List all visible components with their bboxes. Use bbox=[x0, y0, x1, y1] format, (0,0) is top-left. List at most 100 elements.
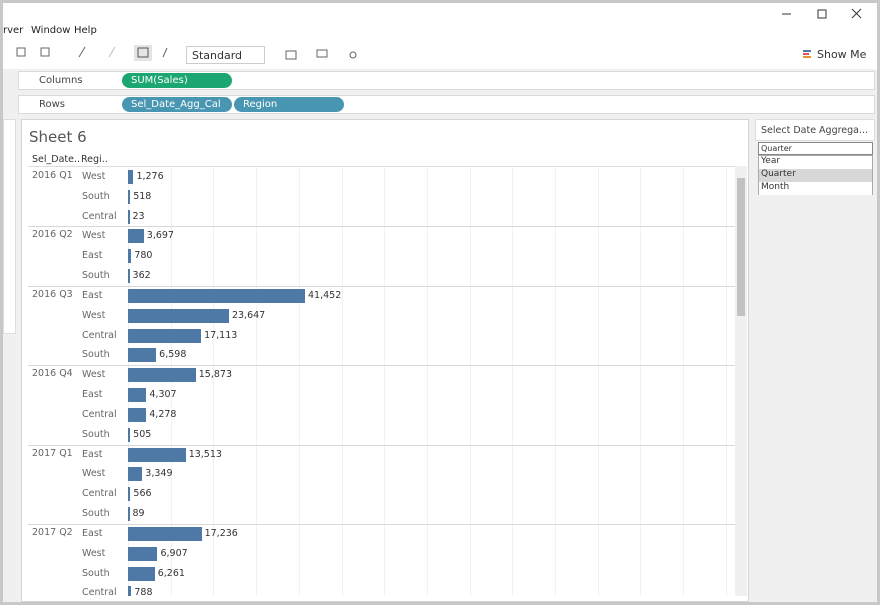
menu-item[interactable]: Help bbox=[74, 25, 97, 36]
region-label: South bbox=[82, 567, 110, 579]
date-label: 2017 Q2 bbox=[32, 526, 73, 538]
grid-line bbox=[512, 167, 514, 596]
bar[interactable] bbox=[128, 487, 131, 502]
region-label: South bbox=[82, 190, 110, 202]
value-label: 23 bbox=[132, 210, 145, 222]
value-label: 3,697 bbox=[146, 230, 174, 242]
bar[interactable] bbox=[128, 189, 131, 204]
region-label: Central bbox=[82, 488, 117, 500]
scroll-thumb[interactable] bbox=[737, 178, 745, 316]
bar[interactable] bbox=[128, 507, 130, 522]
dropdown-option[interactable]: Month bbox=[759, 182, 872, 195]
grid-line bbox=[683, 167, 685, 596]
date-label: 2016 Q2 bbox=[32, 229, 73, 241]
value-label: 17,236 bbox=[204, 527, 238, 539]
value-label: 15,873 bbox=[198, 369, 233, 381]
bar[interactable] bbox=[128, 467, 143, 482]
region-label: East bbox=[82, 250, 103, 262]
value-label: 6,598 bbox=[159, 349, 187, 361]
date-label: 2016 Q3 bbox=[32, 288, 73, 300]
mark-type-dropdown[interactable]: Standard bbox=[186, 46, 265, 64]
bar[interactable] bbox=[128, 546, 158, 561]
filter-dropdown[interactable]: Quarter bbox=[758, 142, 873, 155]
toolbar-icons[interactable] bbox=[283, 47, 363, 63]
grid-line bbox=[341, 167, 343, 596]
value-label: 4,278 bbox=[149, 408, 177, 420]
bar[interactable] bbox=[128, 427, 131, 442]
region-label: West bbox=[82, 468, 106, 480]
bar[interactable] bbox=[128, 348, 157, 363]
group-separator bbox=[28, 226, 735, 228]
dropdown-option[interactable]: Quarter bbox=[759, 169, 872, 182]
region-label: South bbox=[82, 428, 110, 440]
grid-line bbox=[597, 167, 599, 596]
bar[interactable] bbox=[128, 308, 229, 323]
group-separator bbox=[28, 365, 735, 367]
value-label: 518 bbox=[133, 190, 152, 202]
region-label: West bbox=[82, 230, 106, 242]
bar[interactable] bbox=[128, 586, 132, 596]
value-label: 13,513 bbox=[188, 448, 222, 460]
dimension-pill[interactable]: Sel_Date_Agg_Cal bbox=[122, 97, 232, 112]
group-separator bbox=[28, 285, 735, 287]
value-label: 17,113 bbox=[204, 329, 238, 341]
filter-title: Select Date Aggrega... bbox=[755, 119, 875, 141]
bar[interactable] bbox=[128, 288, 305, 303]
value-label: 362 bbox=[132, 270, 151, 282]
grid-line bbox=[555, 167, 556, 596]
grid-line bbox=[426, 167, 428, 596]
value-label: 566 bbox=[133, 488, 152, 500]
rows-shelf: Rows Sel_Date_Agg_Cal Region bbox=[18, 95, 875, 114]
bar[interactable] bbox=[128, 368, 196, 383]
window-controls[interactable] bbox=[778, 6, 873, 22]
bar[interactable] bbox=[128, 170, 134, 184]
column-header[interactable]: Regi.. bbox=[81, 154, 108, 165]
region-label: East bbox=[82, 448, 103, 460]
dropdown-list: Year Quarter Month bbox=[758, 155, 873, 195]
dropdown-option[interactable]: Year bbox=[759, 156, 872, 169]
viz-table: 2016 Q1 West 1,276 South 518 Central 23 2016 Q2… bbox=[28, 166, 736, 596]
show-me-icon[interactable] bbox=[803, 49, 813, 59]
bar[interactable] bbox=[128, 328, 202, 343]
bar[interactable] bbox=[128, 388, 147, 403]
bar[interactable] bbox=[128, 566, 155, 581]
date-label: 2017 Q1 bbox=[32, 447, 73, 459]
bar[interactable] bbox=[128, 447, 186, 462]
value-label: 41,452 bbox=[308, 289, 342, 301]
group-separator bbox=[28, 444, 735, 446]
grid-line bbox=[640, 167, 642, 596]
menu-item[interactable]: Window bbox=[31, 25, 71, 36]
dimension-pill[interactable]: Region bbox=[234, 97, 344, 112]
value-label: 788 bbox=[134, 587, 153, 596]
grid-line bbox=[213, 167, 215, 596]
value-label: 4,307 bbox=[149, 389, 177, 401]
region-label: East bbox=[82, 289, 103, 301]
sheet-title: Sheet 6 bbox=[29, 128, 87, 146]
grid-line bbox=[469, 167, 471, 596]
column-header[interactable]: Sel_Date.. bbox=[32, 154, 81, 165]
region-label: South bbox=[82, 349, 110, 361]
scrollbar[interactable] bbox=[735, 166, 747, 596]
region-label: West bbox=[82, 547, 106, 559]
show-me-button[interactable]: Show Me bbox=[817, 48, 867, 61]
region-label: Central bbox=[82, 210, 117, 222]
value-label: 6,261 bbox=[157, 567, 185, 579]
toolbar-icons[interactable] bbox=[13, 45, 183, 61]
value-label: 23,647 bbox=[231, 309, 266, 321]
bar[interactable] bbox=[128, 269, 130, 284]
bar[interactable] bbox=[128, 526, 202, 541]
bar[interactable] bbox=[128, 407, 147, 422]
dropdown-value: Standard bbox=[192, 49, 243, 62]
worksheet: Sheet 6 Sel_Date.. Regi.. 2016 Q1 West 1,2… bbox=[21, 119, 749, 602]
bar[interactable] bbox=[128, 229, 144, 244]
value-label: 3,349 bbox=[145, 468, 173, 480]
menu-item[interactable]: rver bbox=[3, 25, 24, 36]
shelf-label: Rows bbox=[39, 99, 66, 110]
value-label: 780 bbox=[134, 250, 153, 262]
bar[interactable] bbox=[128, 249, 132, 264]
bar[interactable] bbox=[128, 209, 130, 224]
grid-line bbox=[725, 167, 727, 596]
region-label: Central bbox=[82, 408, 117, 420]
measure-pill[interactable]: SUM(Sales) bbox=[122, 73, 232, 88]
